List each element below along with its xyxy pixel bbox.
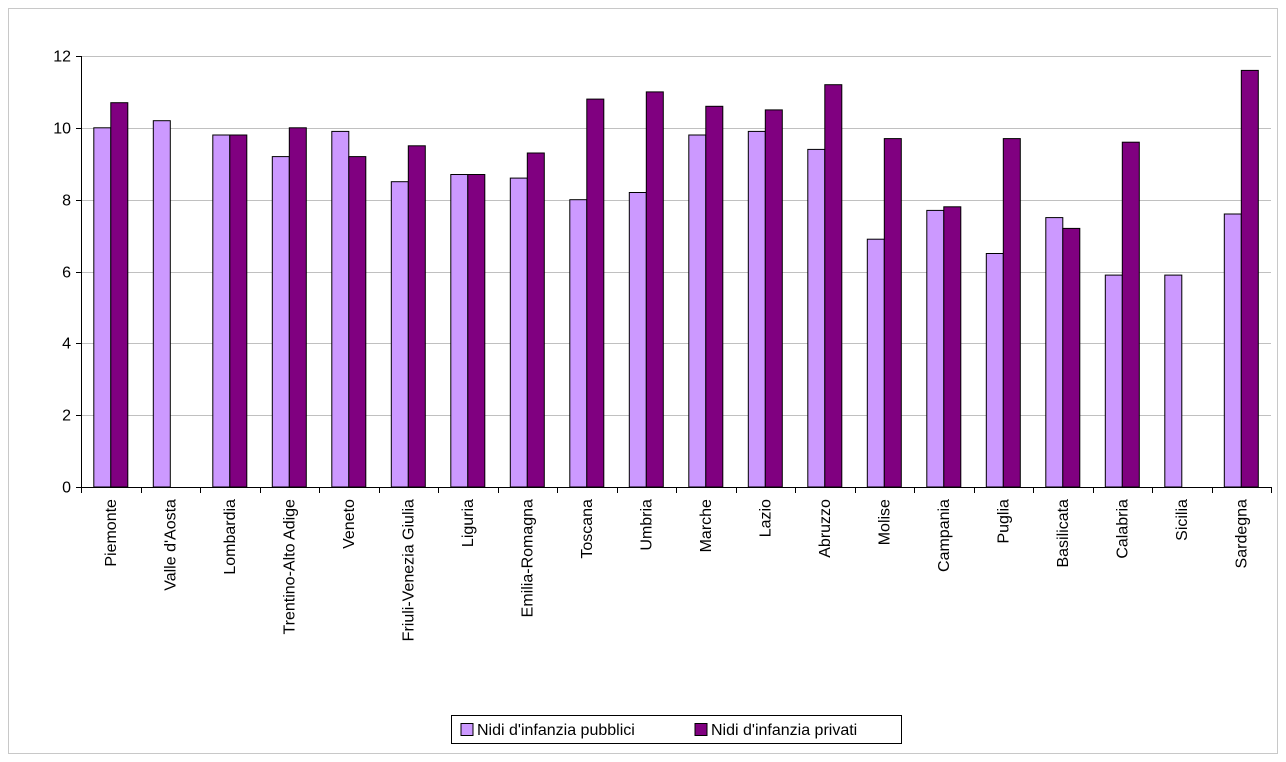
x-tick-label: Sardegna <box>1233 499 1250 568</box>
bar <box>628 192 647 488</box>
bar <box>569 199 588 488</box>
bar <box>1223 213 1242 488</box>
bar <box>1240 69 1259 488</box>
bar <box>110 102 129 488</box>
y-tick-label: 12 <box>53 49 71 66</box>
x-tick-label: Emilia-Romagna <box>519 499 536 617</box>
bar <box>747 130 766 488</box>
bar <box>1104 274 1123 488</box>
chart-frame: 0 2 4 6 8 10 12 Piemonte Valle d'Aosta Lombardia T… <box>8 8 1278 754</box>
y-tick-label: 0 <box>62 480 71 497</box>
bar <box>1045 217 1064 488</box>
y-tick-label: 2 <box>62 408 71 425</box>
bar <box>824 84 843 488</box>
legend-swatch <box>694 723 708 736</box>
x-tick-label: Valle d'Aosta <box>162 499 179 591</box>
x-tick-label: Lazio <box>757 499 774 537</box>
bar <box>866 238 885 488</box>
bar <box>688 134 707 488</box>
x-tick-label: Umbria <box>638 499 655 551</box>
bar <box>407 145 426 488</box>
bar <box>331 130 350 488</box>
bar <box>467 174 486 488</box>
bar <box>288 127 307 488</box>
bar <box>883 138 902 488</box>
x-tick-label: Toscana <box>579 499 596 559</box>
y-tick-label: 10 <box>53 121 71 138</box>
bar <box>152 120 171 488</box>
legend-label: Nidi d'infanzia privati <box>711 722 857 739</box>
bar <box>705 105 724 488</box>
x-tick-label: Liguria <box>460 499 477 547</box>
legend-box <box>451 715 902 744</box>
bar <box>586 98 605 488</box>
y-tick-label: 8 <box>62 193 71 210</box>
bar <box>1002 138 1021 488</box>
bar <box>645 91 664 488</box>
bar <box>1164 274 1183 488</box>
bar <box>526 152 545 488</box>
bar <box>1121 141 1140 488</box>
bar <box>390 181 409 488</box>
bar <box>271 156 290 488</box>
legend-label: Nidi d'infanzia pubblici <box>477 722 635 739</box>
x-tick-label: Marche <box>698 499 715 552</box>
x-tick-label: Puglia <box>995 499 1012 544</box>
x-tick-label: Friuli-Venezia Giulia <box>400 499 417 641</box>
x-tick-label: Piemonte <box>103 499 120 567</box>
bar <box>1062 227 1081 488</box>
x-tick-label: Lombardia <box>222 499 239 575</box>
bar <box>93 127 112 488</box>
bar <box>926 209 945 488</box>
x-tick-label: Veneto <box>341 499 358 549</box>
legend-swatch <box>460 723 474 736</box>
bar <box>212 134 231 488</box>
x-tick-label: Trentino-Alto Adige <box>281 499 298 635</box>
y-tick-label: 4 <box>62 336 71 353</box>
x-tick-label: Abruzzo <box>817 499 834 558</box>
bar <box>509 177 528 488</box>
x-tick-label: Campania <box>936 499 953 572</box>
bar-chart: 0 2 4 6 8 10 12 Piemonte Valle d'Aosta Lombardia T… <box>53 49 1272 744</box>
x-tick-label: Calabria <box>1114 499 1131 559</box>
bar <box>348 156 367 488</box>
x-tick-label: Molise <box>876 499 893 545</box>
bar <box>985 253 1004 488</box>
bar <box>943 206 962 488</box>
x-tick-label: Basilicata <box>1055 499 1072 568</box>
bar <box>229 134 248 488</box>
x-tick-label: Sicilia <box>1174 499 1191 541</box>
bar <box>764 109 783 488</box>
bar <box>450 174 469 488</box>
y-tick-label: 6 <box>62 265 71 282</box>
bar <box>807 148 826 488</box>
